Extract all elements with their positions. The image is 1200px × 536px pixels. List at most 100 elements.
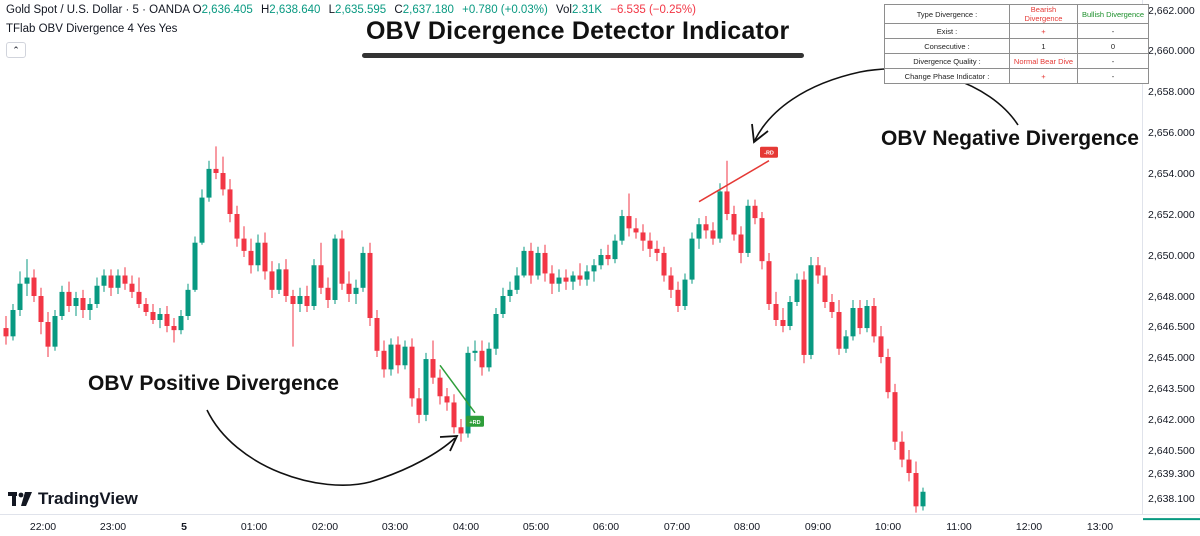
- candle-body: [598, 255, 604, 266]
- candle-body: [185, 289, 191, 316]
- candle-body: [31, 277, 37, 296]
- time-axis-border: [0, 514, 1200, 515]
- candle-body: [353, 287, 359, 294]
- candle-body: [864, 306, 870, 329]
- positive-arrow-head: [439, 435, 459, 452]
- candle-body: [276, 269, 282, 290]
- candle-body: [612, 240, 618, 260]
- candle-body: [899, 441, 905, 460]
- candle-body: [423, 359, 429, 415]
- candle-body: [262, 242, 268, 272]
- open-value: 2,636.405: [201, 4, 253, 16]
- candle-body: [150, 312, 156, 320]
- candle-body: [66, 291, 72, 306]
- candle-body: [472, 350, 478, 353]
- candle-body: [773, 304, 779, 320]
- candle-body: [381, 350, 387, 370]
- candle-body: [220, 173, 226, 190]
- candle-body: [129, 283, 135, 292]
- candle-body: [703, 224, 709, 231]
- candle-body: [38, 296, 44, 322]
- price-tick-label: 2,639.300: [1148, 468, 1195, 480]
- time-axis[interactable]: 22:00 23:00 5 01:00 02:00 03:00 04:00 05:00 06:0…: [30, 521, 1113, 533]
- candle-body: [661, 252, 667, 276]
- time-tick-label: 13:00: [1087, 521, 1113, 533]
- candle-body: [318, 265, 324, 288]
- symbol-name[interactable]: Gold Spot / U.S. Dollar · 5 · OANDA: [6, 4, 190, 16]
- symbol-legend[interactable]: Gold Spot / U.S. Dollar · 5 · OANDA O2,6…: [6, 4, 696, 16]
- volume-change: −6.535 (−0.25%): [610, 4, 696, 16]
- price-tick-label: 2,646.500: [1148, 321, 1195, 333]
- table-cell: Divergence Quality :: [884, 53, 1010, 69]
- table-cell: +: [1009, 68, 1078, 84]
- price-tick-label: 2,640.500: [1148, 445, 1195, 457]
- price-tick-label: 2,645.000: [1148, 352, 1195, 364]
- candle-body: [388, 344, 394, 370]
- indicator-params: 4 Yes Yes: [127, 23, 178, 35]
- candle-body: [234, 214, 240, 239]
- candle-body: [395, 344, 401, 366]
- candle-body: [206, 168, 212, 198]
- candle-body: [164, 314, 170, 326]
- candle-body: [682, 279, 688, 306]
- candle-body: [521, 250, 527, 276]
- volume-label: Vol: [555, 4, 572, 16]
- candle-body: [52, 316, 58, 347]
- table-cell: Consecutive :: [884, 38, 1010, 54]
- candle-body: [591, 265, 597, 272]
- candle-body: [815, 265, 821, 276]
- candle-body: [374, 318, 380, 351]
- candle-body: [514, 275, 520, 290]
- candle-body: [332, 238, 338, 300]
- divergence-layer: +RD -RD: [439, 146, 778, 427]
- candle-body: [766, 261, 772, 304]
- candle-body: [402, 346, 408, 366]
- candle-body: [409, 346, 415, 399]
- price-tick-label: 2,660.000: [1148, 45, 1195, 57]
- candle-body: [654, 248, 660, 253]
- chevron-up-icon[interactable]: ⌃: [6, 42, 26, 58]
- negative-arrow-curve: [754, 68, 1019, 141]
- bullish-divergence-marker: [466, 415, 484, 427]
- tradingview-logo-icon: [8, 492, 32, 506]
- candle-body: [528, 250, 534, 276]
- close-value: 2,637.180: [402, 4, 454, 16]
- candle-body: [570, 275, 576, 282]
- price-tick-label: 2,642.000: [1148, 414, 1195, 426]
- tradingview-logo-text: TradingView: [38, 489, 138, 508]
- indicator-name[interactable]: TFlab OBV Divergence: [6, 23, 125, 35]
- table-row: Divergence Quality : Normal Bear Dive -: [884, 53, 1149, 69]
- candle-body: [339, 238, 345, 284]
- candles-layer: [3, 146, 926, 513]
- candle-body: [717, 191, 723, 239]
- candle-body: [801, 279, 807, 355]
- candle-body: [913, 473, 919, 507]
- price-axis[interactable]: 2,638.100 2,639.300 2,640.500 2,642.000 2,64…: [1143, 5, 1200, 521]
- candle-body: [269, 271, 275, 290]
- candle-body: [178, 316, 184, 331]
- candle-body: [647, 240, 653, 249]
- table-cell: Bearish Divergence: [1009, 4, 1078, 24]
- high-label: H: [260, 4, 270, 16]
- candle-body: [325, 287, 331, 300]
- indicator-legend[interactable]: TFlab OBV Divergence 4 Yes Yes: [6, 23, 177, 35]
- candle-body: [549, 273, 555, 284]
- candle-body: [668, 275, 674, 290]
- candle-body: [493, 314, 499, 349]
- negative-arrow-head: [751, 123, 769, 144]
- tradingview-logo[interactable]: TradingView: [8, 489, 138, 509]
- time-tick-label: 12:00: [1016, 521, 1042, 533]
- low-label: L: [328, 4, 336, 16]
- candle-body: [850, 308, 856, 337]
- table-cell: 1: [1009, 38, 1078, 54]
- candle-body: [906, 459, 912, 473]
- candle-body: [3, 328, 9, 337]
- candle-body: [892, 392, 898, 442]
- candle-body: [871, 306, 877, 337]
- table-header-row: Type Divergence : Bearish Divergence Bul…: [884, 4, 1149, 24]
- high-value: 2,638.640: [269, 4, 321, 16]
- candle-body: [17, 283, 23, 310]
- bearish-divergence-line: [698, 160, 770, 203]
- candle-body: [752, 205, 758, 219]
